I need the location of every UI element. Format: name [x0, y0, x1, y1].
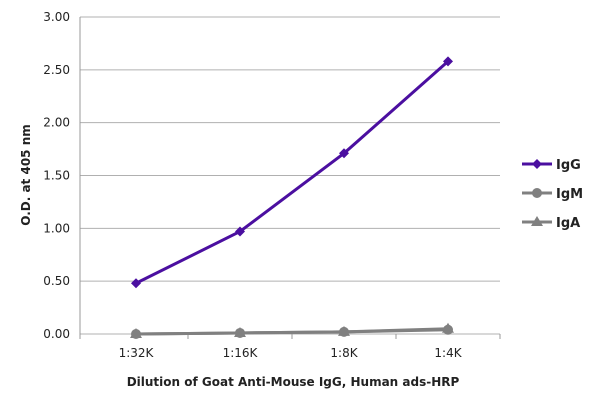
x-tick-label: 1:8K	[330, 346, 358, 360]
circle-marker	[532, 188, 542, 198]
y-tick-label: 2.50	[43, 63, 70, 77]
circle-marker	[131, 329, 141, 339]
y-tick-label: 0.50	[43, 274, 70, 288]
legend-item-igm: IgM	[522, 187, 583, 202]
legend-item-igg: IgG	[522, 158, 581, 173]
y-axis-label: O.D. at 405 nm	[19, 124, 33, 225]
y-tick-label: 0.00	[43, 327, 70, 341]
circle-marker	[235, 327, 245, 338]
diamond-marker	[443, 56, 453, 67]
legend-label: IgA	[556, 216, 580, 231]
circle-marker	[339, 326, 349, 337]
y-tick-label: 1.00	[43, 221, 70, 235]
y-tick-label: 3.00	[43, 10, 70, 24]
diamond-marker	[235, 226, 245, 237]
series-line	[135, 60, 449, 285]
x-tick-label: 1:4K	[434, 346, 462, 360]
series-igg	[131, 56, 453, 289]
y-tick-label: 1.50	[43, 169, 70, 183]
x-tick-label: 1:16K	[223, 346, 259, 360]
diamond-marker	[131, 278, 141, 289]
legend-label: IgM	[556, 187, 583, 202]
series-igm	[131, 324, 453, 339]
legend-label: IgG	[556, 158, 581, 173]
legend-item-iga: IgA	[522, 216, 580, 231]
diamond-marker	[532, 159, 542, 169]
diamond-marker	[339, 148, 349, 159]
y-tick-label: 2.00	[43, 116, 70, 130]
x-tick-label: 1:32K	[119, 346, 155, 360]
circle-marker	[443, 324, 453, 335]
series-line	[135, 328, 449, 336]
triangle-marker	[531, 216, 543, 226]
x-axis-label: Dilution of Goat Anti-Mouse IgG, Human a…	[127, 375, 460, 389]
